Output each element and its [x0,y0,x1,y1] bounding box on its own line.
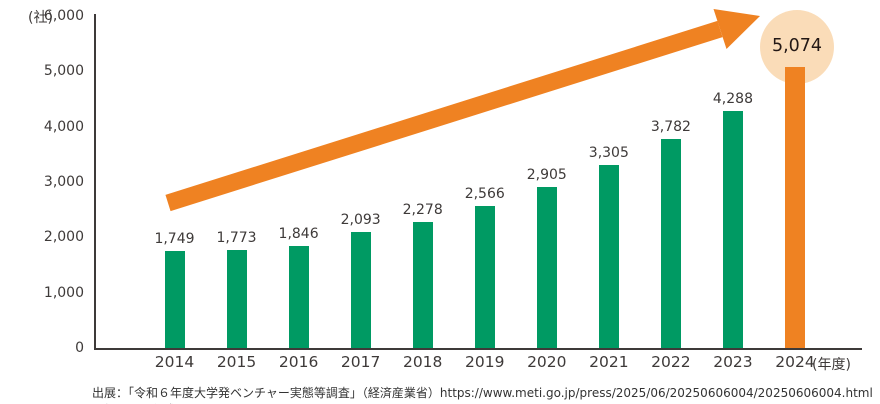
bar-value-label-2022: 3,782 [650,118,691,135]
bar-2019 [474,206,495,348]
bar-value-label-2023: 4,288 [712,90,753,107]
bar-2022 [660,138,681,348]
source-note: 出展：「令和６年度大学発ベンチャー実態等調査」（経済産業省）https://ww… [92,386,873,404]
y-tick-5,000: 5,000 [43,63,84,80]
bar-2021 [598,165,619,348]
x-label-2023: 2023 [713,353,753,371]
bar-value-label-2017: 2,093 [340,212,381,229]
bar-value-label-2015: 1,773 [216,229,257,246]
bar-value-label-2016: 1,846 [278,225,319,242]
x-label-2020: 2020 [527,353,567,371]
bar-2015 [226,249,247,348]
y-tick-0: 0 [75,340,84,356]
y-tick-2,000: 2,000 [43,229,84,246]
x-label-2014: 2014 [154,353,195,371]
bar-2024 [785,67,805,348]
highlight-value-label: 5,074 [771,36,823,56]
bar-2016 [288,245,309,348]
x-label-2022: 2022 [651,353,691,371]
x-label-2024: 2024 [775,353,815,371]
bar-2018 [412,221,433,348]
y-tick-1,000: 1,000 [43,284,84,301]
x-label-2019: 2019 [465,353,505,371]
y-axis-line [94,14,96,350]
y-tick-4,000: 4,000 [43,118,84,135]
x-label-2017: 2017 [340,353,381,371]
bar-value-label-2021: 3,305 [588,145,629,162]
x-label-2015: 2015 [216,353,257,371]
bar-value-label-2018: 2,278 [402,201,443,218]
y-tick-6,000: 6,000 [43,8,84,24]
x-axis-line [94,348,862,350]
bar-value-label-2014: 1,749 [154,231,195,248]
x-axis-unit: (年度) [812,357,851,373]
x-label-2016: 2016 [278,353,319,371]
bar-2023 [722,110,743,348]
bar-value-label-2020: 2,905 [526,167,567,184]
x-label-2021: 2021 [589,353,629,371]
y-axis-unit: (社) [28,10,53,26]
bar-2020 [536,187,557,348]
bar-2017 [350,232,371,348]
bar-2014 [164,251,185,348]
y-tick-3,000: 3,000 [43,174,84,190]
bar-value-label-2019: 2,566 [464,186,505,202]
x-label-2018: 2018 [402,353,443,371]
